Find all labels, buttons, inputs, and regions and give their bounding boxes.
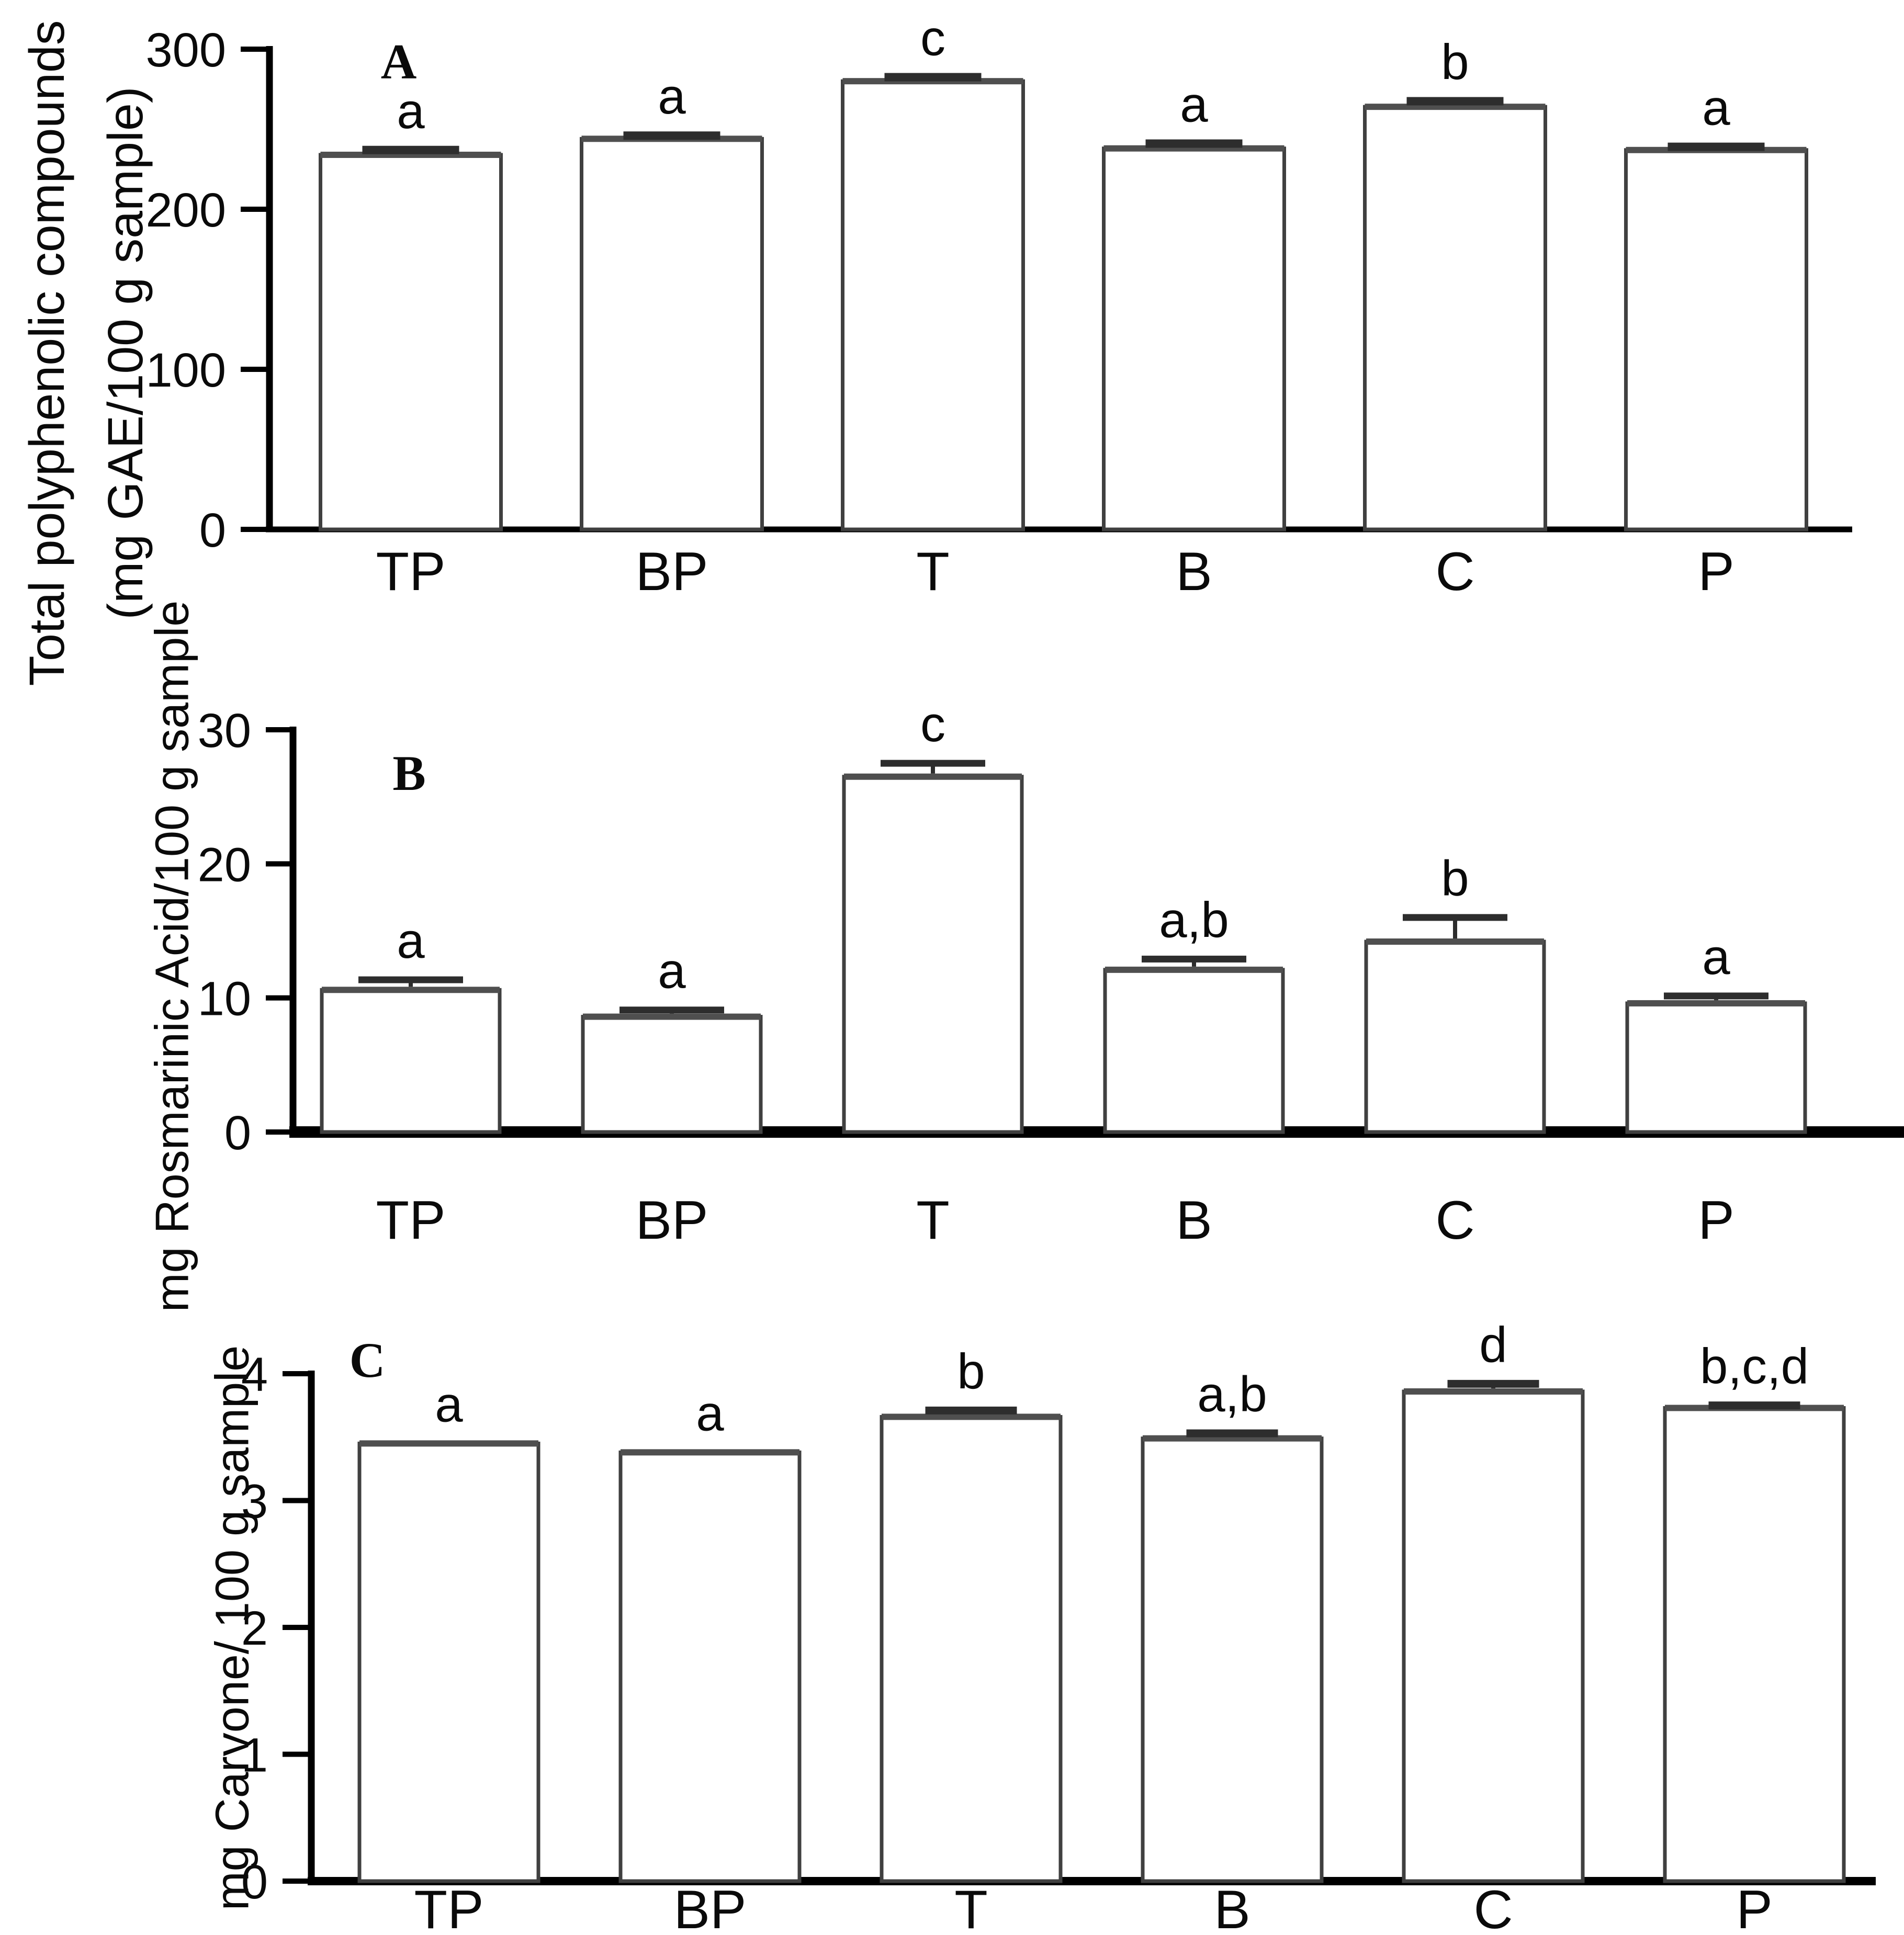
bar-C — [1364, 940, 1546, 1134]
bar-TP — [357, 1441, 540, 1883]
sig-letter-BP: a — [658, 69, 686, 125]
x-category-label-T: T — [916, 541, 950, 602]
y-tick-label-100: 100 — [146, 344, 227, 397]
sig-letter-T: c — [920, 10, 945, 66]
y-tick-label-30: 30 — [198, 704, 251, 757]
bar-BP — [581, 1015, 763, 1134]
y-axis-title-c: mg Carvone/ 100 g sample — [206, 1345, 259, 1911]
x-category-label-P: P — [1698, 541, 1734, 602]
bar-top-edge-P — [1627, 1000, 1805, 1006]
y-axis-title-a-line1: Total polyphenolic compounds — [19, 20, 75, 686]
sig-letter-C: b — [1441, 34, 1469, 90]
sig-letter-C: b — [1441, 851, 1469, 907]
sig-letter-BP: a — [658, 943, 686, 999]
bar-top-edge-C — [1404, 1388, 1583, 1395]
panel-letter-a: A — [380, 34, 417, 89]
bar-top-edge-BP — [583, 1013, 761, 1020]
bar-T — [880, 1415, 1063, 1883]
y-axis-title-a: Total polyphenolic compounds (mg GAE/100… — [8, 20, 165, 686]
chart-b-svg: 0 10 20 30 a TP a BP c Ta,b Bb Ca P — [198, 696, 1904, 1251]
x-category-label-C: C — [1435, 541, 1474, 602]
y-axis-title-b: mg Rosmarinic Acid/100 g sample — [146, 600, 199, 1312]
sig-letter-TP: a — [435, 1376, 463, 1432]
bar-top-edge-T — [844, 773, 1022, 780]
x-category-label-BP: BP — [636, 1190, 708, 1251]
sig-letter-T: c — [920, 696, 945, 752]
bar-B — [1102, 146, 1286, 531]
sig-letter-P: a — [1702, 929, 1730, 985]
bar-top-edge-TP — [359, 1440, 538, 1447]
x-category-label-P: P — [1736, 1880, 1772, 1935]
chart-c-svg: 0 1 2 3 4 a TP a BP b Ta,b Bd Cb,c,d P — [241, 1317, 1876, 1935]
sig-letter-TP: a — [397, 913, 425, 969]
sig-letter-B: a,b — [1197, 1366, 1267, 1422]
bar-B — [1141, 1436, 1324, 1883]
y-tick-label-1: 1 — [241, 1729, 268, 1782]
x-category-label-T: T — [954, 1880, 988, 1935]
x-category-label-TP: TP — [376, 541, 446, 602]
y-tick-label-4: 4 — [241, 1348, 268, 1401]
sig-letter-B: a — [1180, 77, 1208, 133]
y-axis-title-a-line2: (mg GAE/100 g sample) — [98, 86, 153, 620]
bar-top-edge-B — [1105, 966, 1283, 973]
sig-letter-T: b — [957, 1343, 985, 1399]
panel-letter-c: C — [349, 1332, 386, 1388]
x-category-label-B: B — [1176, 1190, 1212, 1251]
y-tick-label-0: 0 — [199, 504, 226, 557]
panel-letter-b: B — [392, 745, 426, 801]
x-category-label-C: C — [1473, 1880, 1513, 1935]
x-category-label-TP: TP — [414, 1880, 484, 1935]
sig-letter-B: a,b — [1159, 892, 1229, 948]
sig-letter-C: d — [1479, 1317, 1507, 1373]
bar-P — [1624, 148, 1808, 531]
y-tick-label-10: 10 — [198, 972, 251, 1026]
bar-BP — [618, 1450, 802, 1883]
y-tick-label-300: 300 — [146, 24, 227, 77]
bar-C — [1402, 1389, 1585, 1883]
x-category-label-BP: BP — [674, 1880, 747, 1935]
y-tick-label-2: 2 — [241, 1602, 268, 1655]
bar-BP — [580, 137, 764, 531]
bar-top-edge-C — [1366, 938, 1544, 945]
bar-B — [1103, 968, 1285, 1134]
bar-TP — [319, 153, 503, 531]
x-category-label-BP: BP — [636, 541, 708, 602]
y-tick-label-0: 0 — [224, 1106, 251, 1160]
bar-top-edge-TP — [322, 987, 500, 993]
bar-C — [1363, 105, 1547, 531]
sig-letter-P: a — [1702, 80, 1730, 136]
x-category-label-B: B — [1214, 1880, 1250, 1935]
chart-a-svg: 0 100 200 300 a TP a BP c Ta Bb Ca P — [146, 10, 1852, 602]
bar-TP — [320, 988, 502, 1134]
bar-T — [842, 775, 1024, 1134]
x-category-label-P: P — [1698, 1190, 1734, 1251]
sig-letter-P: b,c,d — [1700, 1339, 1809, 1395]
sig-letter-BP: a — [696, 1385, 724, 1441]
bar-P — [1625, 1001, 1807, 1134]
y-tick-label-3: 3 — [241, 1475, 268, 1529]
y-tick-label-0: 0 — [241, 1855, 268, 1909]
y-tick-label-200: 200 — [146, 184, 227, 237]
x-category-label-T: T — [916, 1190, 950, 1251]
x-category-label-TP: TP — [376, 1190, 446, 1251]
bar-top-edge-BP — [621, 1449, 799, 1456]
x-category-label-B: B — [1176, 541, 1212, 602]
bar-P — [1663, 1406, 1846, 1883]
bar-top-edge-T — [882, 1413, 1061, 1420]
bar-T — [841, 79, 1025, 531]
y-tick-label-20: 20 — [198, 838, 251, 891]
x-category-label-C: C — [1435, 1190, 1474, 1251]
sig-letter-TP: a — [397, 83, 425, 139]
